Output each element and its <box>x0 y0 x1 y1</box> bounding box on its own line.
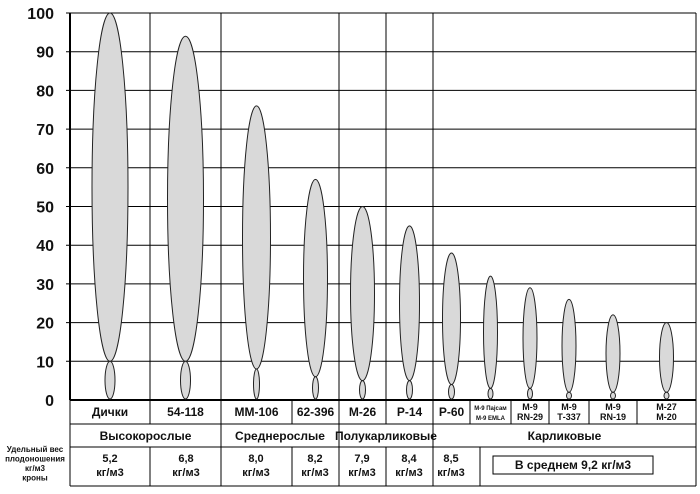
category-label: RN-19 <box>600 412 626 422</box>
tree-trunk <box>253 368 260 400</box>
category-label: М-27 <box>656 402 677 412</box>
tree-crown <box>442 252 461 386</box>
group-label: Высокорослые <box>100 429 192 443</box>
tree-crown <box>522 287 538 389</box>
group-label: Среднерослые <box>235 429 325 443</box>
group-label: Полукарликовые <box>335 429 437 443</box>
category-label: Р-60 <box>439 405 465 419</box>
tree-trunk <box>359 380 366 400</box>
category-label: М-9 EMLA <box>476 416 506 422</box>
category-label: М-9 <box>561 402 577 412</box>
y-tick-label: 10 <box>36 354 54 371</box>
group-label: Карликовые <box>528 429 602 443</box>
tree-trunk <box>610 391 616 400</box>
tree-crown <box>561 298 577 393</box>
tree-crown <box>483 275 498 389</box>
category-label: Дички <box>92 405 128 419</box>
tree-trunk <box>566 391 572 400</box>
tree-trunk <box>312 376 319 400</box>
y-tick-label: 0 <box>45 393 54 410</box>
y-tick-label: 80 <box>36 83 54 100</box>
yield-value: 5,2 <box>102 453 117 465</box>
category-label: Т-337 <box>557 412 581 422</box>
yield-value: кг/м3 <box>395 467 422 479</box>
category-label: М-9 <box>605 402 621 412</box>
average-box <box>492 455 654 475</box>
yield-value: кг/м3 <box>348 467 375 479</box>
tree-crown <box>605 314 621 393</box>
tree-trunk <box>104 360 116 400</box>
yield-value: кг/м3 <box>242 467 269 479</box>
yield-value: кг/м3 <box>96 467 123 479</box>
category-label: RN-29 <box>517 412 543 422</box>
category-label: ММ-106 <box>234 405 278 419</box>
tree-crown <box>350 206 375 382</box>
category-label: 62-396 <box>297 405 335 419</box>
yield-value: 8,5 <box>443 453 458 465</box>
category-label: М-20 <box>656 412 677 422</box>
tree-trunk <box>406 380 413 400</box>
category-label: М-26 <box>349 405 377 419</box>
tree-crown <box>659 322 674 393</box>
yield-row-label: Удельный вес <box>7 445 64 454</box>
tree-trunk <box>663 391 670 400</box>
tree-crown <box>167 35 204 362</box>
y-tick-label: 90 <box>36 45 54 62</box>
tree-crown <box>91 12 129 362</box>
yield-value: кг/м3 <box>301 467 328 479</box>
yield-row-label: плодоношения <box>5 455 65 464</box>
y-tick-label: 20 <box>36 316 54 333</box>
y-tick-label: 70 <box>36 122 54 139</box>
y-tick-label: 40 <box>36 238 54 255</box>
y-tick-label: 50 <box>36 200 54 217</box>
tree-crown <box>303 178 328 378</box>
yield-value: кг/м3 <box>172 467 199 479</box>
tree-trunk <box>487 387 494 400</box>
category-label: М-9 Пајсам <box>474 406 507 412</box>
average-label: В среднем 9,2 кг/м3 <box>515 458 632 472</box>
y-tick-label: 100 <box>27 6 54 23</box>
yield-value: 6,8 <box>178 453 193 465</box>
y-axis: 0 10 20 30 40 50 60 70 80 90 100 <box>27 6 54 410</box>
yield-value: 7,9 <box>354 453 369 465</box>
yield-row-label: кг/м3 <box>25 464 45 473</box>
tree-trunk <box>448 384 455 400</box>
category-label: М-9 <box>522 402 538 412</box>
yield-value: 8,4 <box>401 453 417 465</box>
category-label: Р-14 <box>397 405 423 419</box>
y-tick-label: 60 <box>36 161 54 178</box>
tree-crown <box>399 225 420 382</box>
tree-trunk <box>527 387 533 400</box>
yield-row-label: кроны <box>22 474 48 483</box>
tree-crown <box>242 105 271 370</box>
yield-value: 8,2 <box>307 453 322 465</box>
yield-value: 8,0 <box>248 453 263 465</box>
plot-area <box>91 12 674 400</box>
category-label: 54-118 <box>167 405 204 419</box>
tree-trunk <box>180 360 191 400</box>
y-tick-label: 30 <box>36 277 54 294</box>
yield-value: кг/м3 <box>437 467 464 479</box>
category-table: Дички 54-118 ММ-106 62-396 М-26 Р-14 Р-60 М-9 П… <box>5 400 697 487</box>
